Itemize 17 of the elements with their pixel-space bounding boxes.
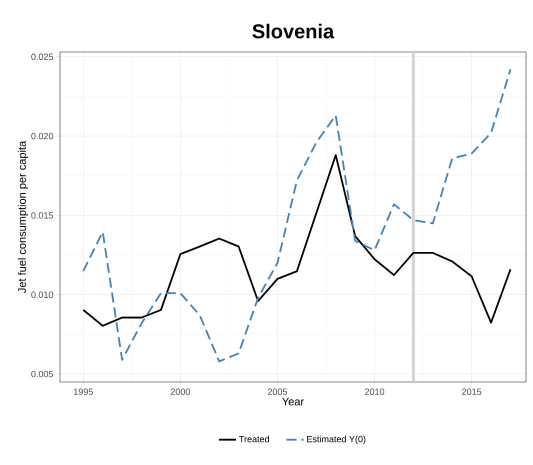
y-tick-label: 0.025: [31, 54, 54, 60]
chart-title: Slovenia: [252, 24, 334, 38]
y-tick-label: 0.020: [31, 132, 54, 140]
x-tick-label: 2005: [268, 388, 288, 395]
x-tick-label: 2000: [170, 388, 190, 395]
line-series: [82, 68, 512, 362]
x-tick-label: 1995: [74, 388, 93, 395]
y-tick-label: 0.010: [31, 292, 54, 298]
legend-label: Estimated Y(0): [307, 436, 366, 444]
y-axis-title: Jet fuel consumption per capita: [18, 140, 28, 293]
y-tick-label: 0.015: [31, 212, 54, 219]
y-tick-label: 0.005: [31, 370, 54, 378]
x-tick-label: 2010: [364, 388, 384, 395]
x-axis-title: Year: [282, 398, 304, 406]
legend-label: Treated: [239, 436, 269, 442]
line-series: [82, 154, 512, 327]
x-tick-label: 2015: [462, 388, 482, 395]
